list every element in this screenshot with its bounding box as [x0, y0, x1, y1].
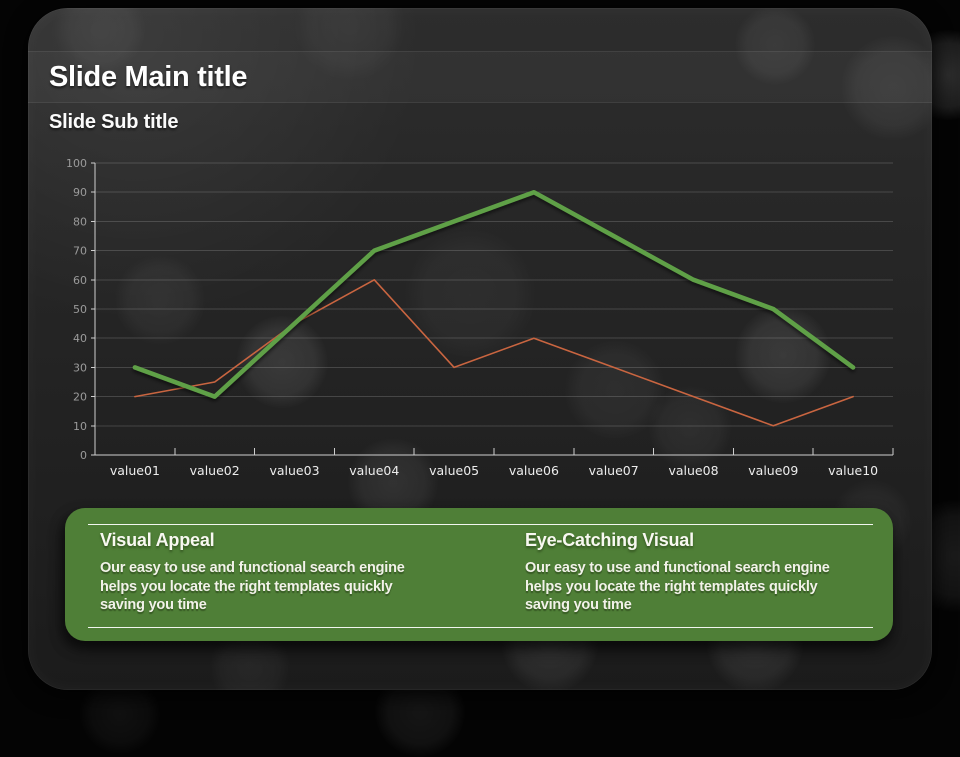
series-line-orange-series — [134, 278, 854, 427]
info-panel: Visual Appeal Our easy to use and functi… — [65, 508, 893, 641]
x-axis-labels: value01 value02 value03 value04 value05 value… — [110, 463, 878, 478]
y-tick-label: 10 — [73, 420, 87, 433]
y-tick-label: 60 — [73, 274, 87, 287]
y-tick-label: 0 — [80, 449, 87, 462]
panel-heading: Eye-Catching Visual — [525, 530, 694, 550]
y-tick-label: 70 — [73, 245, 87, 258]
x-tick-label: value07 — [589, 463, 639, 478]
y-tick-label: 80 — [73, 215, 87, 228]
slide-sub-title: Slide Sub title — [49, 111, 179, 133]
panel-block-eye-catching: Eye-Catching Visual Our easy to use and … — [525, 530, 915, 615]
y-tick-label: 30 — [73, 361, 87, 374]
panel-divider-top — [88, 524, 873, 525]
panel-body-text: Our easy to use and functional search en… — [525, 560, 830, 613]
y-tick-label: 50 — [73, 303, 87, 316]
panel-heading: Visual Appeal — [100, 530, 215, 550]
y-gridlines — [91, 162, 893, 456]
y-tick-label: 20 — [73, 391, 87, 404]
panel-divider-bottom — [88, 627, 873, 628]
x-tick-label: value01 — [110, 463, 160, 478]
slide-main-title: Slide Main title — [49, 60, 248, 93]
x-tick-label: value10 — [828, 463, 878, 478]
x-tick-label: value02 — [190, 463, 240, 478]
title-band: Slide Main title — [28, 51, 932, 103]
x-tick-label: value03 — [269, 463, 319, 478]
x-tick-label: value08 — [668, 463, 718, 478]
x-tick-label: value06 — [509, 463, 559, 478]
axes — [94, 163, 894, 456]
y-tick-label: 90 — [73, 186, 87, 199]
panel-block-visual-appeal: Visual Appeal Our easy to use and functi… — [100, 530, 490, 615]
y-axis-labels: 0 10 20 30 40 50 60 70 80 90 100 — [66, 157, 87, 462]
x-tick-label: value05 — [429, 463, 479, 478]
x-tick-label: value09 — [748, 463, 798, 478]
x-tick-label: value04 — [349, 463, 399, 478]
series-line-green-series — [132, 189, 856, 399]
panel-body-text: Our easy to use and functional search en… — [100, 560, 405, 613]
y-tick-label: 40 — [73, 332, 87, 345]
slide-canvas: Slide Main title Slide Sub title 0 10 20 30… — [28, 8, 932, 690]
y-tick-label: 100 — [66, 157, 87, 170]
